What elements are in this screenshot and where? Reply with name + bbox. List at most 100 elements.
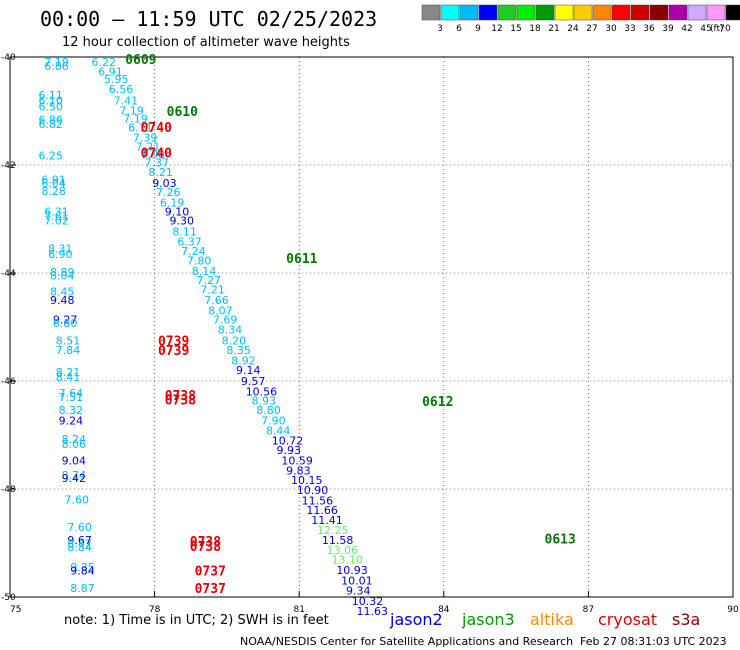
wave-height-value: 10.72 — [272, 434, 304, 447]
wave-height-value: 8.28 — [41, 185, 66, 198]
satellite-jason2-label: jason2 — [389, 610, 443, 629]
wave-height-value: 7.02 — [44, 215, 69, 228]
wave-height-value: 11.58 — [322, 534, 354, 547]
wave-height-value: 7.60 — [67, 521, 92, 534]
pass-time-label: 0738 — [190, 540, 221, 555]
colorbar-label: 6 — [456, 24, 462, 34]
y-tick-label: -48 — [1, 485, 16, 495]
colorbar-swatch — [649, 4, 669, 21]
colorbar-swatch — [611, 4, 631, 21]
y-tick-label: -40 — [1, 53, 16, 63]
wave-height-value: 9.67 — [67, 534, 92, 547]
wave-height-value: 6.19 — [160, 196, 185, 209]
wave-height-value: 7.19 — [119, 104, 144, 117]
colorbar-label: 12 — [491, 24, 502, 34]
wave-height-value: 7.98 — [141, 149, 166, 162]
wave-height-value: 6.82 — [38, 118, 63, 131]
colorbar-label: 42 — [681, 24, 692, 34]
wave-height-value: 9.34 — [346, 585, 371, 598]
colorbar-swatch — [668, 4, 688, 21]
wave-height-value: 9.42 — [62, 472, 87, 485]
wave-height-value: 8.89 — [50, 266, 74, 279]
wave-height-value: 8.31 — [48, 243, 73, 256]
colorbar-swatch — [535, 4, 555, 21]
colorbar-label: 39 — [662, 24, 674, 34]
satellite-jason3-label: jason3 — [461, 610, 515, 629]
colorbar-unit: (ft) — [710, 24, 724, 34]
wave-height-value: 7.64 — [59, 387, 84, 400]
wave-height-value: 6.91 — [41, 174, 66, 187]
pass-time-label: 0610 — [167, 105, 198, 120]
wave-height-value: 5.95 — [104, 73, 128, 86]
chart-title: 00:00 – 11:59 UTC 02/25/2023 — [40, 7, 377, 31]
wave-height-value: 6.10 — [38, 95, 63, 108]
satellite-altika-label: altika — [530, 610, 574, 629]
wave-height-value: 7.84 — [56, 344, 81, 357]
wave-height-value: 8.32 — [59, 404, 84, 417]
colorbar-swatch — [725, 4, 740, 21]
colorbar-swatch — [497, 4, 517, 21]
wave-height-value: 9.27 — [53, 313, 77, 326]
wave-height-value: 8.80 — [53, 317, 77, 330]
wave-height-value: 9.35 — [70, 561, 95, 574]
colorbar-swatch — [706, 4, 726, 21]
pass-time-label: 0738 — [165, 389, 196, 404]
generated-timestamp: Feb 27 08:31:03 UTC 2023 — [580, 635, 727, 648]
pass-time-label: 0739 — [158, 335, 189, 350]
colorbar-label: 70 — [719, 24, 731, 34]
wave-height-value: 9.93 — [277, 444, 302, 457]
wave-height-value: 8.87 — [70, 582, 95, 595]
wave-height-value: 8.44 — [266, 425, 291, 438]
x-tick-label: 81 — [293, 605, 304, 615]
wave-height-value: 11.56 — [302, 494, 334, 507]
wave-height-value: 6.22 — [91, 56, 116, 69]
pass-time-label: 0613 — [545, 533, 576, 548]
wave-height-value: 6.91 — [98, 66, 123, 79]
wave-height-value: 10.56 — [246, 385, 278, 398]
wave-height-value: 6.90 — [48, 248, 73, 261]
colorbar-swatch — [592, 4, 612, 21]
wave-height-value: 8.35 — [226, 344, 251, 357]
wave-height-value: 7.27 — [197, 274, 222, 287]
wave-height-value: 6.56 — [109, 83, 134, 96]
colorbar-label: 33 — [624, 24, 635, 34]
wave-height-value: 9.30 — [170, 215, 195, 228]
wave-height-value: 8.51 — [56, 335, 81, 348]
wave-height-value: 6.86 — [44, 60, 69, 73]
wave-height-value: 11.63 — [357, 605, 389, 618]
note-text: note: 1) Time is in UTC; 2) SWH is in fe… — [64, 613, 329, 628]
wave-height-value: 8.41 — [56, 371, 81, 384]
wave-height-value: 8.04 — [50, 270, 74, 283]
wave-height-value: 7.41 — [114, 95, 139, 108]
wave-height-value: 9.83 — [286, 465, 311, 478]
satellite-legend: jason2 jason3 altika cryosat s3a — [389, 610, 700, 629]
colorbar-label: 36 — [643, 24, 655, 34]
wave-height-value: 7.26 — [156, 186, 181, 199]
wave-height-value: 8.93 — [251, 394, 276, 407]
wave-height-value: 9.04 — [62, 454, 87, 467]
pass-time-label: 0737 — [195, 582, 226, 597]
wave-height-value: 7.80 — [187, 255, 212, 268]
wave-height-value: 8.92 — [231, 354, 256, 367]
y-tick-label: -42 — [1, 161, 16, 171]
wave-height-value: 13.10 — [331, 554, 363, 567]
wave-height-value: 8.21 — [148, 166, 173, 179]
colorbar: 3 6 9 12 15 18 21 24 27 30 33 36 39 42 45 70 — [421, 4, 740, 34]
colorbar-label: 21 — [548, 24, 559, 34]
wave-height-value: 7.60 — [64, 493, 89, 506]
colorbar-label: 18 — [529, 24, 541, 34]
wave-height-value: 7.66 — [204, 294, 229, 307]
x-tick-label: 75 — [10, 605, 21, 615]
wave-height-value: 9.10 — [165, 205, 190, 218]
grid: 75 78 81 84 87 90 -40 -42 -44 -46 -48 -50 — [1, 53, 739, 615]
wave-height-value: 6.37 — [177, 236, 202, 249]
track-a-points: 7.196.866.116.106.506.866.826.256.916.04… — [38, 56, 94, 595]
wave-height-value: 7.19 — [123, 113, 147, 126]
x-tick-label: 87 — [583, 605, 594, 615]
wave-height-value: 7.19 — [44, 56, 69, 69]
wave-height-value: 10.15 — [291, 474, 323, 487]
wave-height-value: 8.80 — [256, 404, 281, 417]
wave-height-value: 7.61 — [44, 210, 69, 223]
pass-time-label: 0611 — [286, 252, 317, 267]
